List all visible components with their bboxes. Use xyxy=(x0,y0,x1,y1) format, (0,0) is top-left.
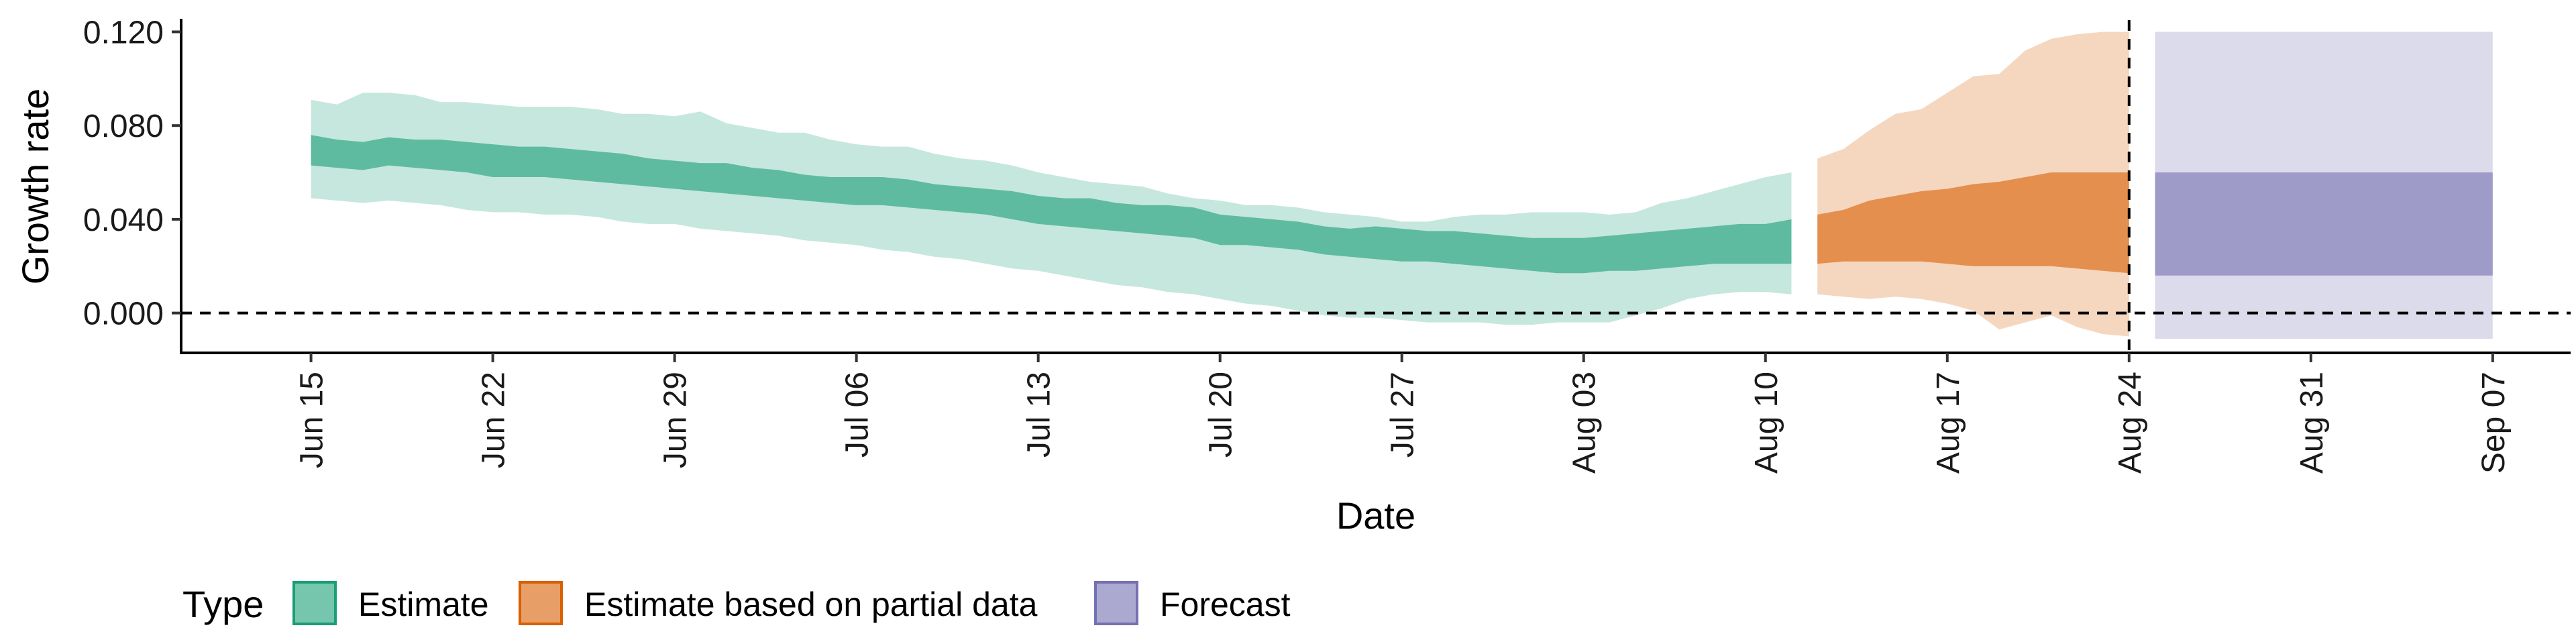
x-tick-label: Aug 31 xyxy=(2294,372,2330,474)
chart-bands xyxy=(311,32,2493,339)
legend: Type Estimate Estimate based on partial d… xyxy=(182,581,1291,625)
reference-lines xyxy=(181,20,2571,353)
x-tick-label: Aug 17 xyxy=(1931,372,1966,474)
legend-key-forecast xyxy=(1094,581,1138,625)
x-tick-label: Jun 15 xyxy=(294,372,330,468)
estimate-band-50 xyxy=(311,135,1792,274)
x-tick-label: Jun 22 xyxy=(476,372,512,468)
chart-ticks: 0.000 0.040 0.080 0.120 Jun 15 Jun 22 Jun 29 Ju… xyxy=(83,15,2512,474)
x-tick-label: Sep 07 xyxy=(2476,372,2512,474)
y-axis-title: Growth rate xyxy=(14,89,56,285)
forecast-band-50 xyxy=(2155,172,2493,276)
legend-label-estimate-based-on-partial-data: Estimate based on partial data xyxy=(584,586,1038,623)
legend-title: Type xyxy=(182,583,264,625)
x-tick-label: Aug 10 xyxy=(1749,372,1784,474)
y-tick-label: 0.000 xyxy=(83,297,164,332)
x-tick-label: Jul 20 xyxy=(1203,372,1239,458)
legend-label-forecast: Forecast xyxy=(1160,586,1291,623)
x-axis-title: Date xyxy=(1336,494,1415,537)
x-tick-label: Jun 29 xyxy=(658,372,694,468)
estimate-based-on-partial-data-band-50 xyxy=(1817,172,2129,274)
legend-key-estimate-based-on-partial-data xyxy=(519,581,563,625)
y-tick-label: 0.120 xyxy=(83,15,164,50)
chart-axes xyxy=(180,19,2571,354)
x-tick-label: Aug 24 xyxy=(2112,372,2148,474)
x-tick-label: Aug 03 xyxy=(1567,372,1603,474)
x-tick-label: Jul 27 xyxy=(1385,372,1421,458)
y-tick-label: 0.040 xyxy=(83,203,164,238)
y-tick-label: 0.080 xyxy=(83,109,164,144)
legend-key-estimate xyxy=(292,581,337,625)
legend-label-estimate: Estimate xyxy=(358,586,489,623)
x-tick-label: Jul 06 xyxy=(840,372,875,458)
x-tick-label: Jul 13 xyxy=(1022,372,1057,458)
